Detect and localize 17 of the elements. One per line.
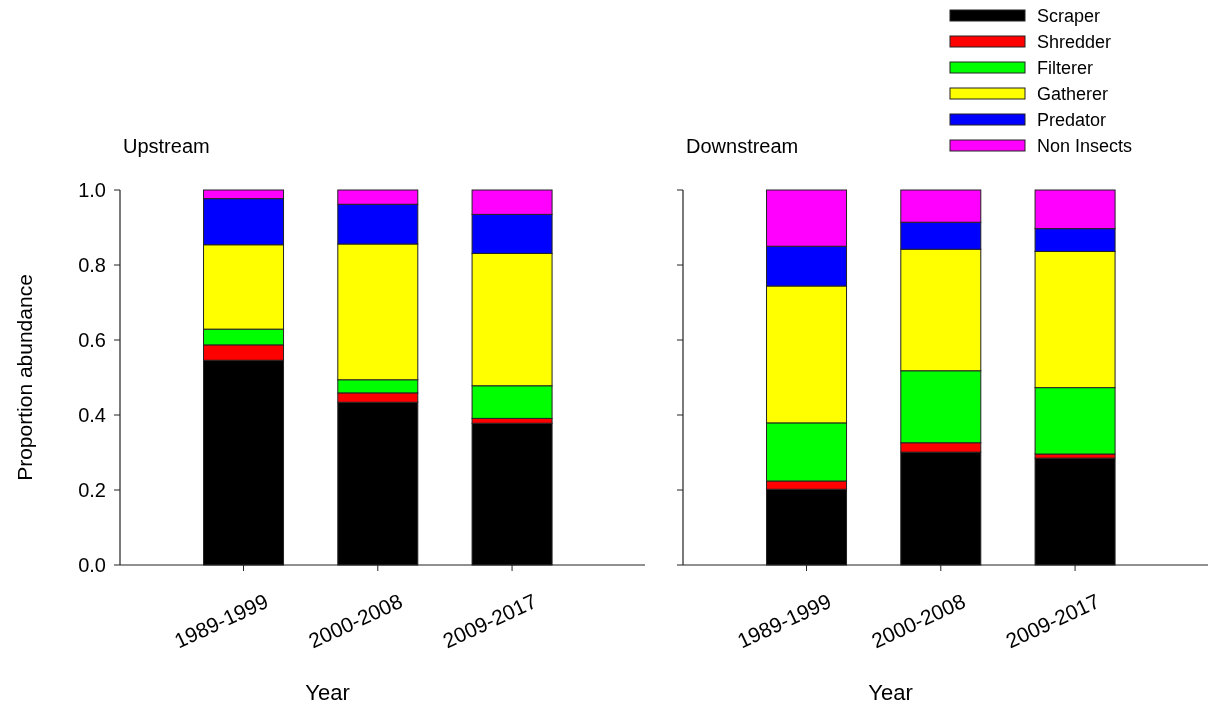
legend-label: Non Insects xyxy=(1037,136,1133,157)
y-tick-label: 0.4 xyxy=(78,404,106,426)
y-tick-label: 0.0 xyxy=(78,554,106,576)
y-tick-label: 0.2 xyxy=(78,479,106,501)
chart-title: Upstream xyxy=(123,135,210,157)
legend-label: Predator xyxy=(1037,110,1107,131)
legend-label: Gatherer xyxy=(1037,84,1109,105)
legend-label: Filterer xyxy=(1037,58,1094,79)
y-axis-title: Proportion abundance xyxy=(13,274,36,481)
x-axis-title: Year xyxy=(868,680,913,705)
y-tick-label: 0.8 xyxy=(78,254,106,276)
y-tick-label: 0.6 xyxy=(78,329,106,351)
y-tick-label: 1.0 xyxy=(78,179,106,201)
chart-title: Downstream xyxy=(686,135,799,157)
legend-label: Scraper xyxy=(1037,6,1101,27)
legend-label: Shredder xyxy=(1037,32,1112,53)
x-axis-title: Year xyxy=(305,680,350,705)
